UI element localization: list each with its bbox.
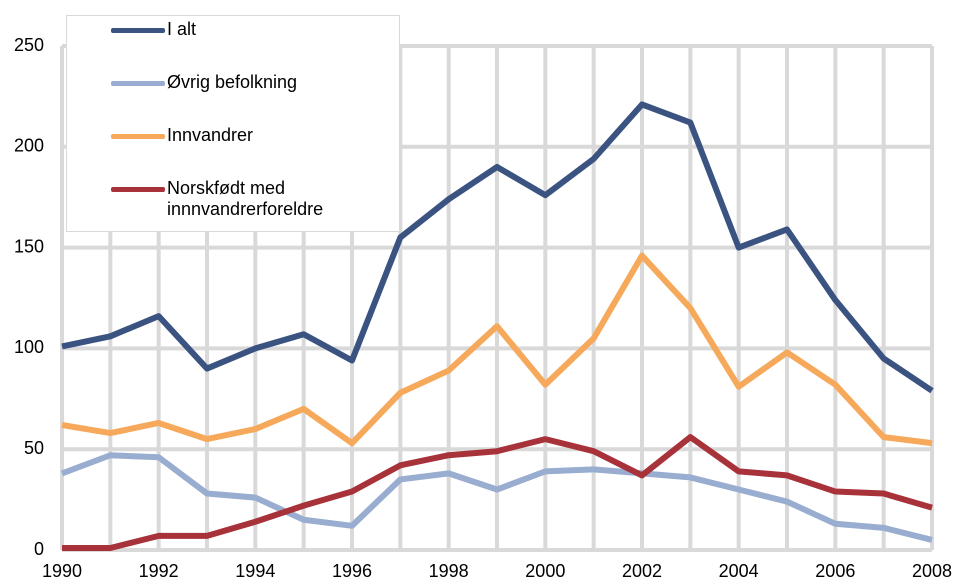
x-tick-label: 1998 (429, 561, 469, 581)
line (60, 452, 933, 543)
legend-label: Innvandrer (167, 125, 254, 145)
x-tick-label: 1994 (235, 561, 275, 581)
y-tick-label: 200 (14, 136, 44, 156)
legend-label: Øvrig befolkning (167, 72, 298, 92)
line (61, 252, 933, 447)
legend-swatch (111, 81, 165, 86)
x-tick-label: 2000 (525, 561, 565, 581)
x-tick-label: 1990 (42, 561, 82, 581)
legend-swatch (111, 28, 165, 33)
line (61, 101, 934, 394)
line (62, 434, 933, 551)
y-tick-label: 150 (14, 236, 44, 256)
legend-item: Øvrig befolkning (111, 72, 367, 93)
x-tick-label: 1996 (332, 561, 372, 581)
x-tick-label: 2002 (622, 561, 662, 581)
x-tick-label: 2004 (719, 561, 759, 581)
legend-swatch (111, 134, 165, 139)
x-tick-label: 2008 (912, 561, 952, 581)
x-tick-label: 2006 (815, 561, 855, 581)
legend-item: Innvandrer (111, 125, 367, 146)
legend-label: I alt (167, 19, 197, 39)
y-tick-label: 0 (34, 539, 44, 559)
legend: I alt Øvrig befolkning Innvandrer Norskfødt… (66, 15, 400, 232)
legend-swatch (111, 187, 165, 192)
legend-item: I alt (111, 19, 367, 40)
y-tick-label: 50 (24, 438, 44, 458)
x-tick-label: 1992 (139, 561, 179, 581)
y-tick-label: 250 (14, 35, 44, 55)
legend-label: Norskfødt med innnvandrerforeldre (167, 178, 324, 219)
legend-item: Norskfødt med innnvandrerforeldre (111, 178, 367, 220)
y-tick-label: 100 (14, 337, 44, 357)
